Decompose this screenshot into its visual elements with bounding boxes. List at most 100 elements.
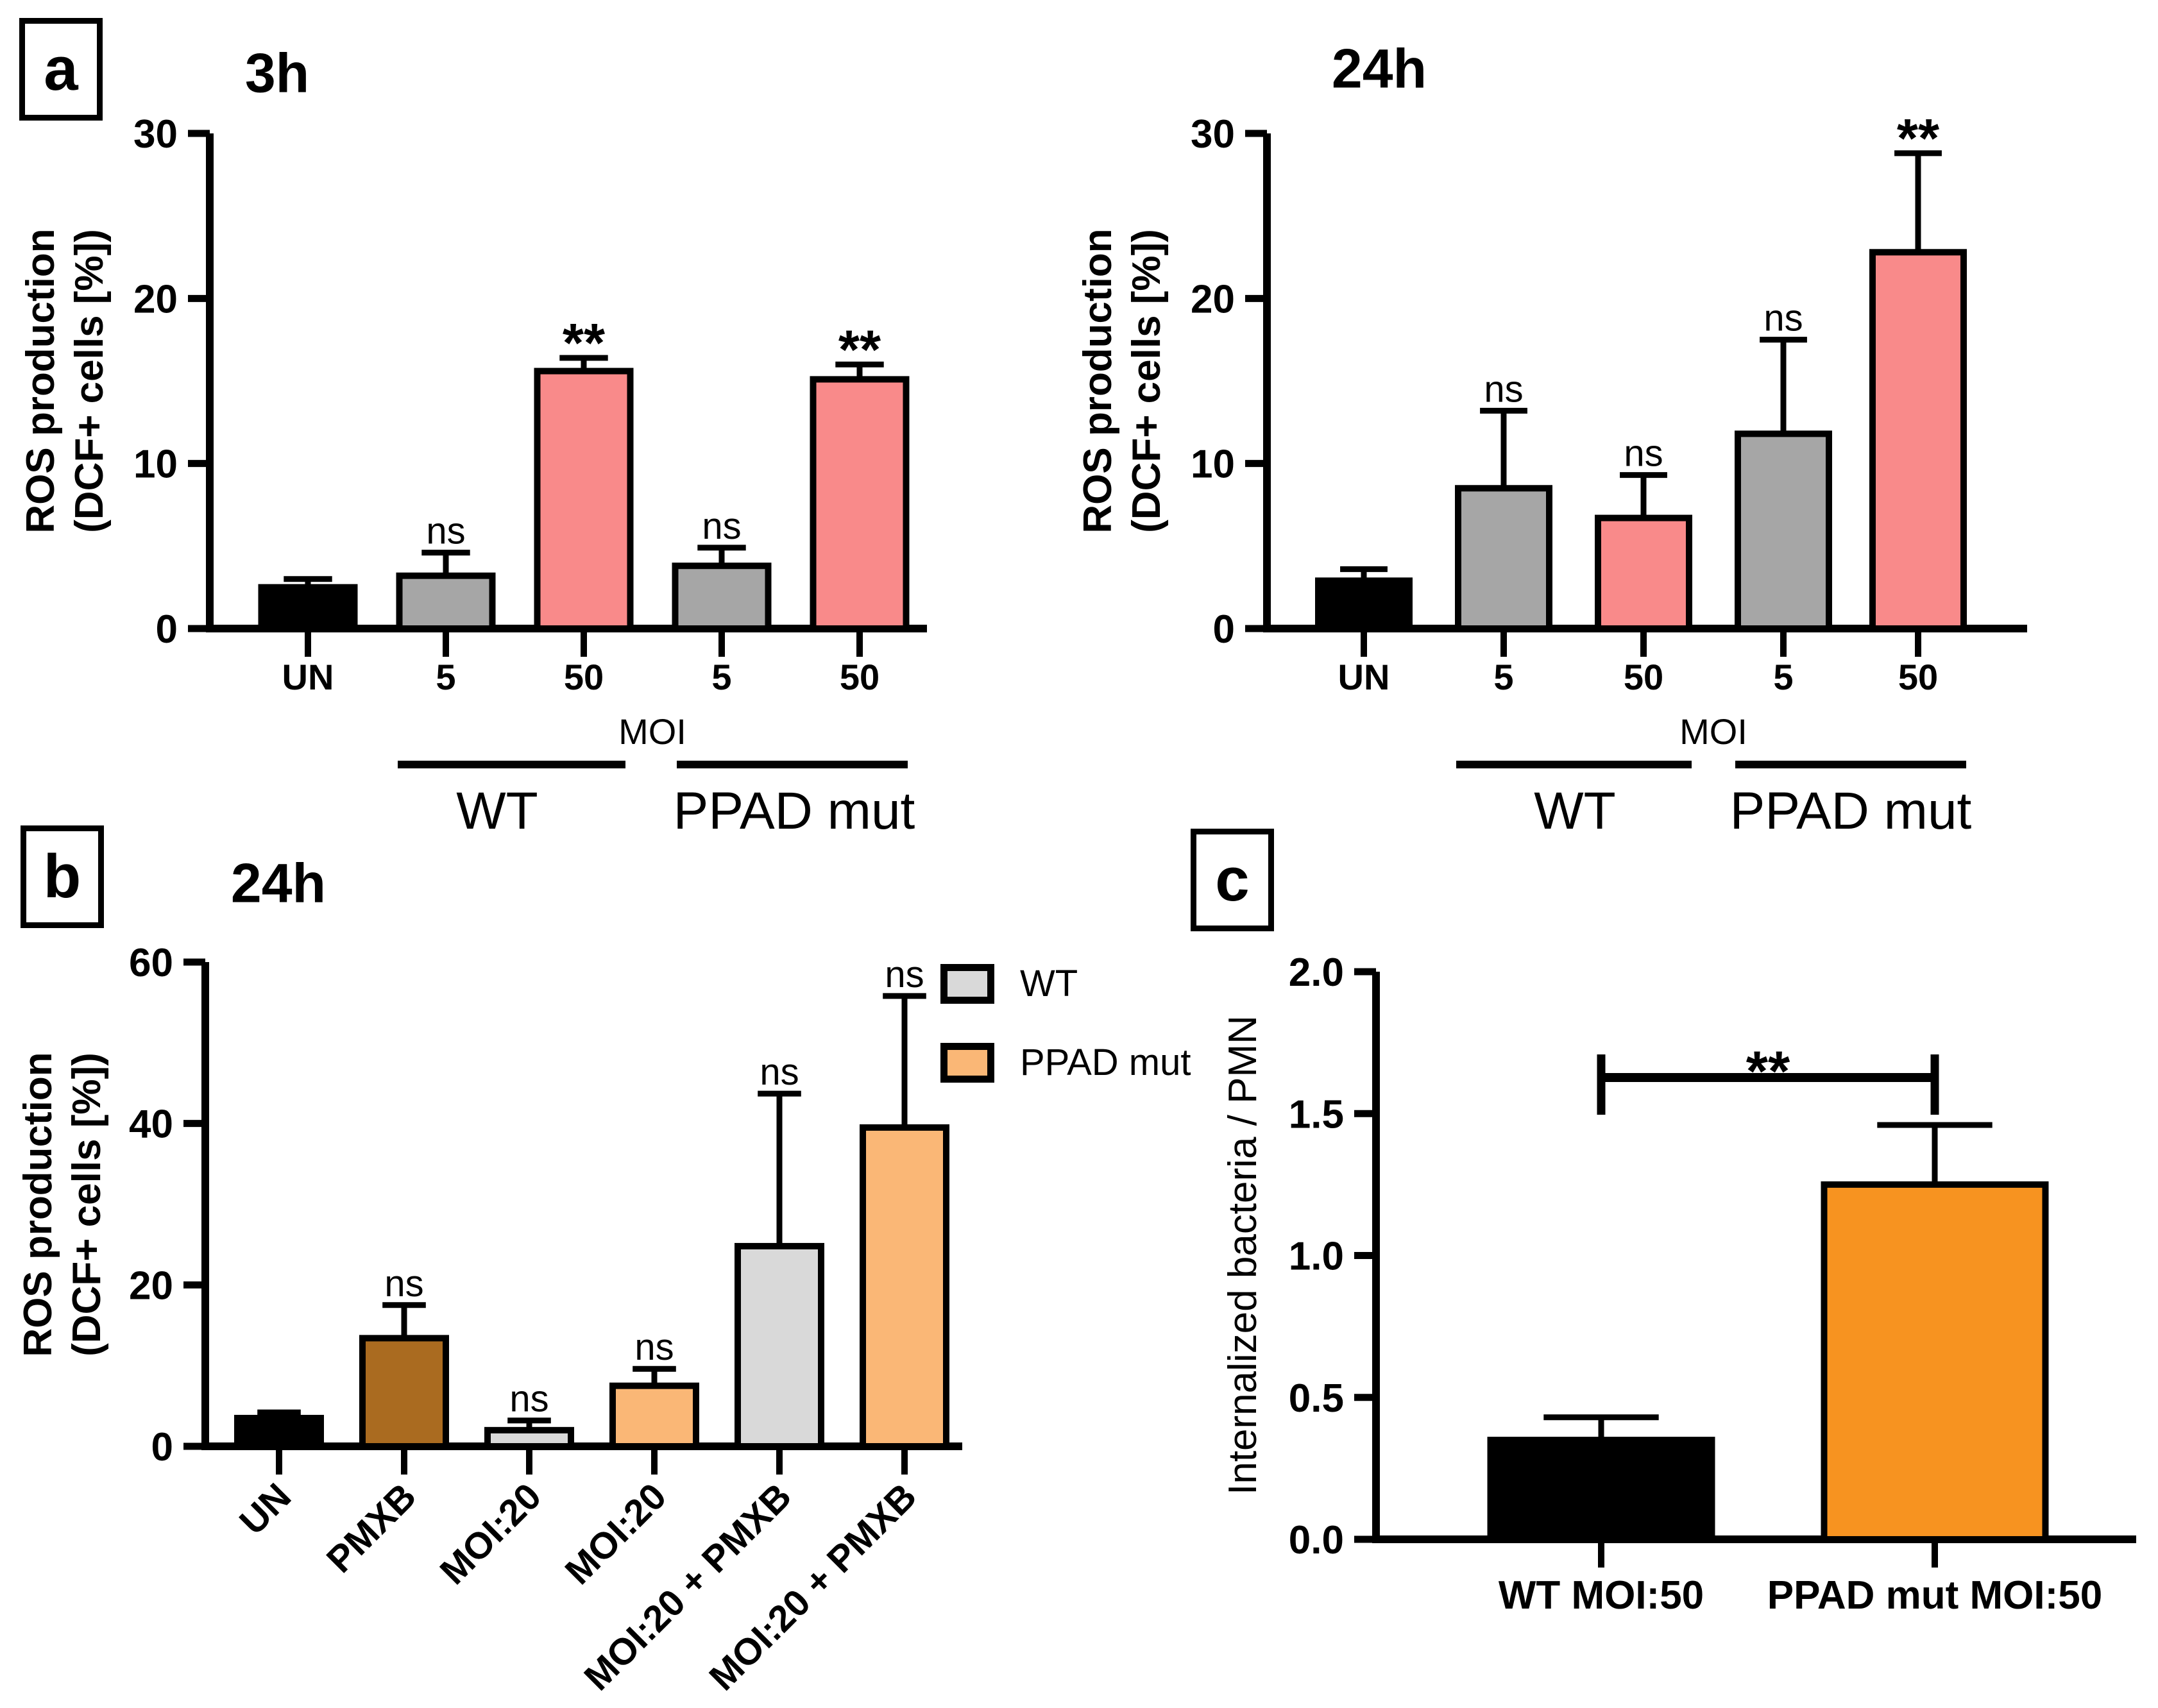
y-tick-label: 0	[156, 607, 178, 652]
bar	[1735, 430, 1832, 632]
category-label: 50	[1898, 657, 1938, 697]
bar	[234, 1414, 324, 1450]
x-axis-title: MOI	[618, 711, 686, 752]
y-tick-label: 20	[133, 277, 178, 321]
panel-label-c: c	[1215, 845, 1250, 914]
bar	[810, 376, 910, 632]
category-label: 5	[711, 657, 731, 697]
ns-annotation: ns	[634, 1326, 674, 1368]
ns-annotation: ns	[1763, 298, 1803, 339]
category-label: 5	[1773, 657, 1793, 697]
category-label: 5	[1493, 657, 1513, 697]
ns-annotation: ns	[702, 505, 741, 547]
category-label: 50	[1624, 657, 1663, 697]
ns-annotation: ns	[1484, 368, 1523, 410]
y-tick-label: 0	[151, 1425, 173, 1469]
panel-label-a: a	[44, 35, 78, 103]
x-axis-title: MOI	[1679, 711, 1747, 752]
y-tick-label: 0.5	[1289, 1376, 1344, 1421]
ns-annotation: ns	[1624, 433, 1663, 475]
y-tick-label: 20	[1191, 277, 1235, 321]
category-label: MOI:20	[432, 1475, 549, 1593]
category-label: PPAD mut MOI:50	[1767, 1573, 2102, 1618]
bar	[484, 1426, 574, 1450]
y-axis-title: (DCF+ cells [%])	[1125, 229, 1169, 533]
category-label: WT MOI:50	[1499, 1573, 1704, 1618]
bar	[1821, 1181, 2049, 1543]
y-tick-label: 0.0	[1289, 1518, 1344, 1562]
significance-annotation: **	[563, 313, 605, 374]
y-tick-label: 10	[1191, 443, 1235, 487]
category-label: UN	[232, 1475, 299, 1543]
panel-label-c-box: c	[1191, 829, 1274, 931]
category-label: UN	[282, 657, 334, 697]
y-axis-title: Internalized bacteria / PMN	[1221, 1015, 1265, 1495]
category-label: MOI:20 + PMXB	[701, 1475, 924, 1698]
significance-annotation: **	[838, 319, 881, 380]
bar	[860, 1124, 949, 1450]
y-tick-label: 20	[129, 1264, 173, 1308]
chart-title-a-24h: 24h	[1331, 38, 1427, 100]
bar	[1595, 514, 1692, 632]
legend-label-ppad-mut: PPAD mut	[1020, 1042, 1191, 1083]
chart-panel-a-24h: 0 10 20 30 UN 5 ns 50 ns 5 ns 50 ** ROS production (DC…	[1076, 108, 2027, 840]
chart-panel-b-24h: 0 20 40 60 UN PMXB ns MOI:20 ns MOI:20 ns MOI:20 + …	[16, 941, 962, 1698]
bar	[1315, 577, 1413, 632]
significance-annotation: **	[1897, 108, 1939, 169]
category-label: 50	[564, 657, 604, 697]
bar	[1455, 485, 1552, 632]
legend-item-ppad-mut: PPAD mut	[940, 1041, 1191, 1084]
category-label: PMXB	[319, 1475, 424, 1580]
legend-item-wt: WT	[940, 962, 1191, 1005]
panel-label-b-box: b	[21, 825, 104, 928]
chart-title-a-3h: 3h	[244, 42, 310, 105]
bar	[609, 1382, 699, 1450]
panel-label-a-box: a	[19, 18, 103, 121]
y-axis-title: ROS production	[19, 228, 63, 533]
bar	[735, 1242, 824, 1450]
y-axis-title: (DCF+ cells [%])	[65, 1053, 109, 1357]
chart-title-b-24h: 24h	[230, 852, 327, 915]
category-label: UN	[1338, 657, 1390, 697]
chart-panel-a-3h: 0 10 20 30 UN 5 ns 50 ** 5 ns 50 ** ROS production (DC…	[19, 112, 927, 840]
y-tick-label: 40	[129, 1103, 173, 1147]
legend-swatch-wt	[940, 963, 994, 1004]
chart-panel-c: 0.0 0.5 1.0 1.5 2.0 WT MOI:50 PPAD mut MOI:50 I…	[1221, 951, 2136, 1618]
ns-annotation: ns	[426, 511, 465, 552]
group-label: WT	[456, 782, 538, 840]
ns-annotation: ns	[885, 954, 924, 995]
legend-swatch-ppad-mut	[940, 1042, 994, 1083]
group-label: WT	[1534, 782, 1615, 840]
group-label: PPAD mut	[1730, 782, 1972, 840]
category-label: 5	[436, 657, 455, 697]
legend: WT PPAD mut	[940, 962, 1191, 1120]
bar	[1869, 249, 1967, 632]
panel-label-b: b	[43, 842, 81, 911]
y-tick-label: 10	[133, 443, 178, 487]
group-label: PPAD mut	[674, 782, 915, 840]
y-axis-title: (DCF+ cells [%])	[67, 229, 112, 533]
bar	[359, 1335, 449, 1450]
category-label: MOI:20	[557, 1475, 674, 1593]
bar	[534, 368, 634, 632]
category-label: 50	[840, 657, 879, 697]
y-axis-title: ROS production	[1076, 228, 1120, 533]
y-tick-label: 60	[129, 941, 173, 985]
y-axis-title: ROS production	[16, 1052, 60, 1357]
bar	[396, 572, 496, 632]
legend-label-wt: WT	[1020, 963, 1078, 1004]
bar	[1487, 1437, 1715, 1543]
ns-annotation: ns	[509, 1378, 548, 1420]
y-tick-label: 30	[1191, 112, 1235, 156]
bar	[672, 562, 772, 632]
ns-annotation: ns	[760, 1051, 799, 1093]
y-tick-label: 0	[1213, 607, 1235, 652]
ns-annotation: ns	[384, 1263, 423, 1305]
y-tick-label: 30	[133, 112, 178, 156]
y-tick-label: 1.0	[1289, 1235, 1344, 1279]
bar	[258, 584, 358, 632]
y-tick-label: 1.5	[1289, 1092, 1344, 1137]
y-tick-label: 2.0	[1289, 951, 1344, 995]
